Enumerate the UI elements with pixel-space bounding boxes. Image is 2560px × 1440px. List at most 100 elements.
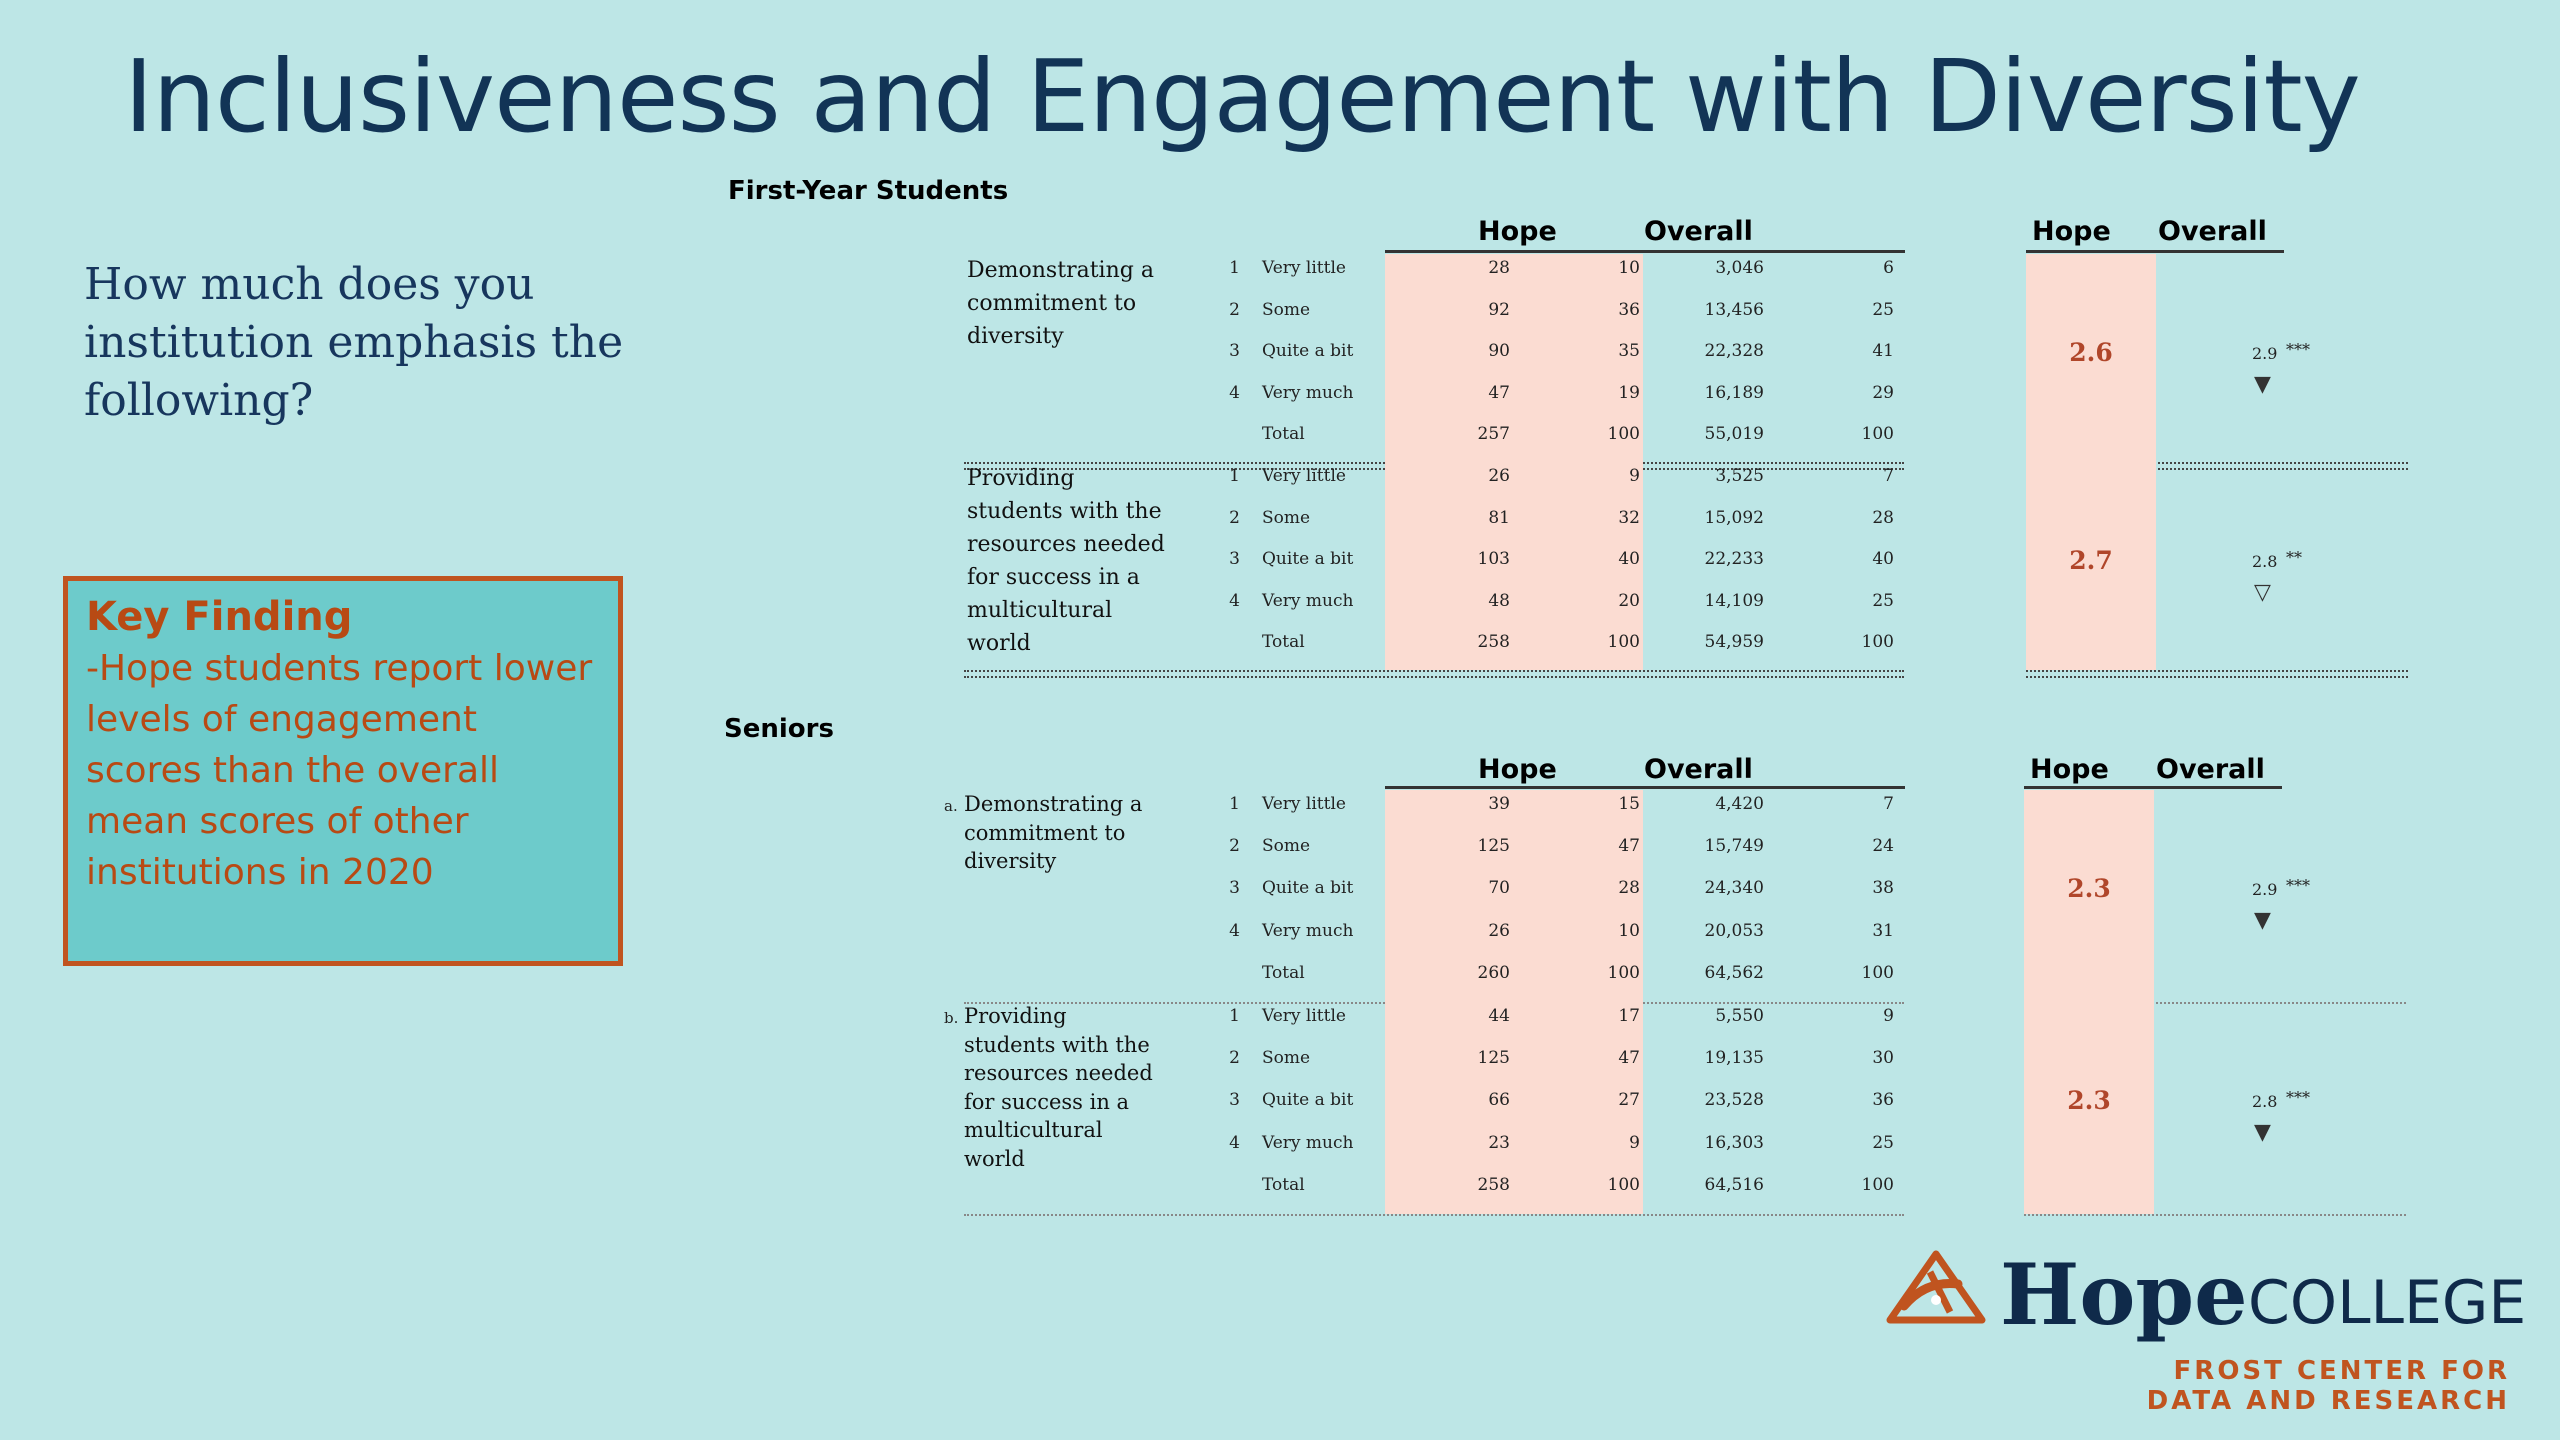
hope-mean-shade <box>2024 790 2154 1002</box>
hope-count: 81 <box>1488 507 1510 528</box>
direction-arrow-icon: ▽ <box>2254 580 2271 605</box>
key-finding-body: -Hope students report lower levels of en… <box>86 648 593 893</box>
overall-percent: 38 <box>1872 878 1894 899</box>
row-label: Very little <box>1262 1006 1346 1026</box>
item-separator-means <box>2026 670 2408 678</box>
row-code: 4 <box>1229 920 1240 941</box>
row-code: 1 <box>1229 258 1240 278</box>
row-label: Quite a bit <box>1262 341 1354 362</box>
overall-count: 19,135 <box>1704 1048 1764 1069</box>
overall-percent: 100 <box>1861 424 1894 445</box>
first_year-header-hope: Hope <box>1478 216 1557 247</box>
overall-percent: 9 <box>1883 1006 1894 1026</box>
hope-shade <box>1385 462 1643 670</box>
logo-subtitle-line1: FROST CENTER FOR <box>2173 1356 2510 1386</box>
row-code: 3 <box>1229 549 1240 570</box>
hope-percent: 47 <box>1618 836 1640 857</box>
first_year-header-overall-mean: Overall <box>2158 216 2267 247</box>
seniors-header-hope: Hope <box>1478 754 1557 785</box>
row-code: 1 <box>1229 1006 1240 1026</box>
overall-count: 64,516 <box>1704 1174 1764 1195</box>
hope-percent: 47 <box>1618 1048 1640 1069</box>
seniors-header-overall-mean: Overall <box>2156 754 2265 785</box>
overall-percent: 41 <box>1872 341 1894 362</box>
overall-percent: 31 <box>1872 920 1894 941</box>
hope-percent: 100 <box>1607 962 1640 983</box>
hope-percent: 28 <box>1618 878 1640 899</box>
hope-percent: 40 <box>1618 549 1640 570</box>
hope-count: 125 <box>1477 836 1510 857</box>
hope-mean-shade <box>2024 1002 2154 1214</box>
overall-percent: 24 <box>1872 836 1894 857</box>
overall-percent: 6 <box>1883 258 1894 278</box>
overall-percent: 28 <box>1872 507 1894 528</box>
item-text: Providing students with the resources ne… <box>964 1004 1153 1171</box>
row-label: Quite a bit <box>1262 878 1354 899</box>
first_year-header-hope-mean: Hope <box>2032 216 2111 247</box>
hope-mean: 2.7 <box>2069 546 2113 575</box>
hope-percent: 100 <box>1607 632 1640 653</box>
row-label: Very much <box>1262 920 1354 941</box>
hope-mean-shade <box>2026 462 2156 670</box>
row-label: Total <box>1262 632 1305 653</box>
hope-percent: 36 <box>1618 299 1640 320</box>
row-label: Total <box>1262 962 1305 983</box>
significance-marker: *** <box>2286 1088 2310 1107</box>
hope-percent: 35 <box>1618 341 1640 362</box>
overall-percent: 7 <box>1883 466 1894 486</box>
hope-count: 47 <box>1488 382 1510 403</box>
hope-count: 258 <box>1477 632 1510 653</box>
first_year-header-overall: Overall <box>1644 216 1753 247</box>
hope-count: 26 <box>1488 920 1510 941</box>
first_year-header-rule <box>1385 250 1905 253</box>
logo-suffix: COLLEGE <box>2248 1268 2527 1338</box>
hope-count: 90 <box>1488 341 1510 362</box>
hope-percent: 32 <box>1618 507 1640 528</box>
row-code: 2 <box>1229 299 1240 320</box>
overall-percent: 25 <box>1872 1132 1894 1153</box>
page-title: Inclusiveness and Engagement with Divers… <box>124 38 2361 155</box>
hope-count: 23 <box>1488 1132 1510 1153</box>
row-code: 4 <box>1229 590 1240 611</box>
row-label: Some <box>1262 299 1311 320</box>
hope-percent: 100 <box>1607 1174 1640 1195</box>
item-text: Providing students with the resources ne… <box>967 466 1165 656</box>
hope-shade <box>1385 254 1643 462</box>
hope-count: 44 <box>1488 1006 1510 1026</box>
row-label: Very much <box>1262 590 1354 611</box>
seniors-header-hope-mean: Hope <box>2030 754 2109 785</box>
overall-count: 22,233 <box>1704 549 1764 570</box>
hope-percent: 10 <box>1618 258 1640 278</box>
overall-percent: 100 <box>1861 632 1894 653</box>
item-prefix: a. <box>944 797 958 815</box>
survey-question: How much does you institution emphasis t… <box>84 259 624 426</box>
hope-count: 258 <box>1477 1174 1510 1195</box>
hope-count: 48 <box>1488 590 1510 611</box>
logo-name: Hope <box>2000 1245 2248 1344</box>
key-finding-box: Key Finding -Hope students report lower … <box>63 576 623 966</box>
hope-count: 26 <box>1488 466 1510 486</box>
hope-shade <box>1385 1002 1643 1214</box>
key-finding-heading: Key Finding <box>86 594 353 640</box>
row-code: 3 <box>1229 878 1240 899</box>
hope-percent: 20 <box>1618 590 1640 611</box>
hope-percent: 17 <box>1618 1006 1640 1026</box>
hope-count: 66 <box>1488 1090 1510 1111</box>
overall-count: 5,550 <box>1715 1006 1764 1026</box>
item-separator-means <box>2026 462 2408 470</box>
logo-subtitle-line2: DATA AND RESEARCH <box>2146 1386 2510 1416</box>
row-code: 2 <box>1229 1048 1240 1069</box>
row-label: Some <box>1262 836 1311 857</box>
direction-arrow-icon: ▼ <box>2254 372 2271 397</box>
hope-percent: 15 <box>1618 794 1640 814</box>
overall-percent: 7 <box>1883 794 1894 814</box>
hope-percent: 10 <box>1618 920 1640 941</box>
overall-count: 16,303 <box>1704 1132 1764 1153</box>
overall-count: 55,019 <box>1704 424 1764 445</box>
overall-mean: 2.9 <box>2252 880 2278 899</box>
significance-marker: ** <box>2286 548 2302 567</box>
row-label: Very little <box>1262 258 1346 278</box>
row-label: Total <box>1262 1174 1305 1195</box>
overall-count: 16,189 <box>1704 382 1764 403</box>
overall-percent: 29 <box>1872 382 1894 403</box>
